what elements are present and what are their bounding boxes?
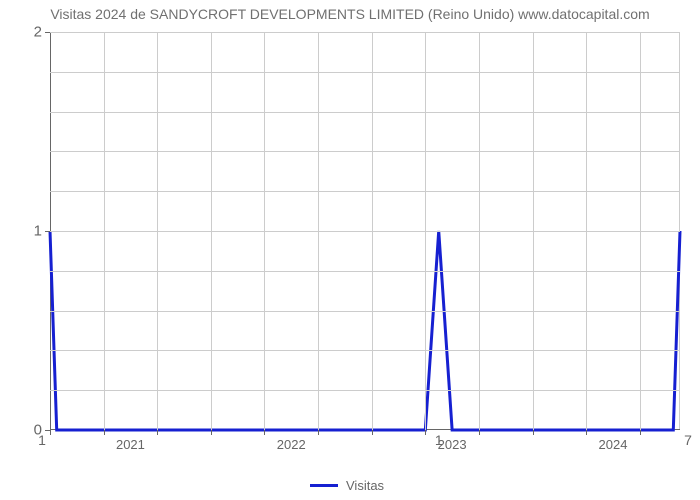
y-tick-label: 2: [22, 24, 42, 41]
y-tick: [45, 231, 50, 232]
x-tick: [157, 430, 158, 435]
x-tick: [211, 430, 212, 435]
grid-h: [50, 311, 680, 312]
x-tick-label: 2024: [599, 437, 628, 452]
x-tick-label: 2022: [277, 437, 306, 452]
line-chart: Visitas 2024 de SANDYCROFT DEVELOPMENTS …: [0, 0, 700, 500]
grid-h: [50, 32, 680, 33]
grid-h: [50, 271, 680, 272]
x-tick: [425, 430, 426, 435]
chart-title: Visitas 2024 de SANDYCROFT DEVELOPMENTS …: [0, 6, 700, 22]
grid-h: [50, 390, 680, 391]
y-tick-label: 1: [22, 223, 42, 240]
x-tick: [586, 430, 587, 435]
legend: Visitas: [310, 478, 384, 493]
legend-swatch: [310, 484, 338, 487]
data-annotation: 7: [684, 432, 692, 448]
x-tick: [533, 430, 534, 435]
grid-h: [50, 72, 680, 73]
x-tick: [318, 430, 319, 435]
y-tick: [45, 32, 50, 33]
grid-h: [50, 112, 680, 113]
x-tick: [264, 430, 265, 435]
x-tick: [50, 430, 51, 435]
y-tick: [45, 430, 50, 431]
x-tick: [479, 430, 480, 435]
grid-h: [50, 191, 680, 192]
x-tick-label: 2021: [116, 437, 145, 452]
x-tick: [104, 430, 105, 435]
data-annotation: 1: [435, 432, 443, 448]
plot-area: [50, 32, 680, 430]
data-annotation: 1: [38, 432, 46, 448]
grid-h: [50, 231, 680, 232]
legend-label: Visitas: [346, 478, 384, 493]
x-tick: [372, 430, 373, 435]
grid-h: [50, 350, 680, 351]
x-tick: [640, 430, 641, 435]
grid-h: [50, 151, 680, 152]
